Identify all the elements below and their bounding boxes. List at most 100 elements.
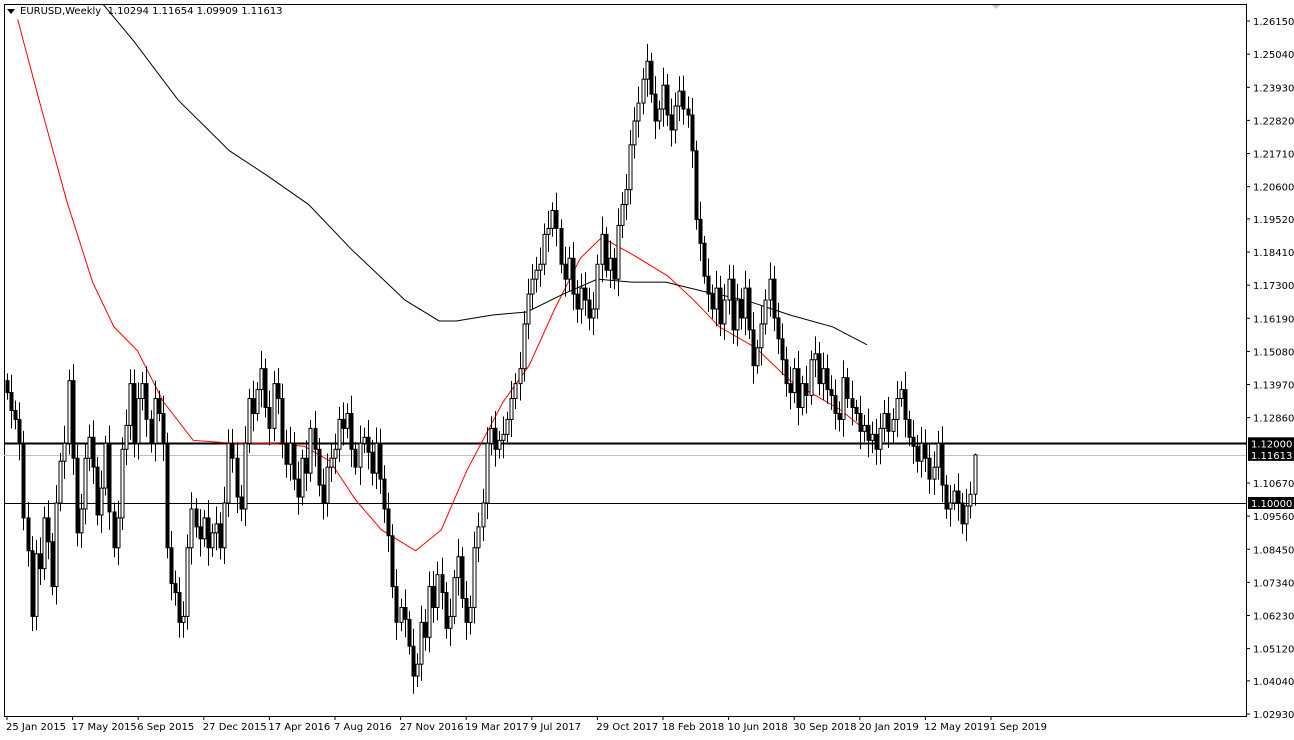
candle-bull — [358, 442, 363, 468]
candle-bear — [239, 496, 244, 510]
candle-bull — [337, 418, 342, 450]
candle-bull — [120, 448, 125, 519]
candle-bear — [50, 541, 55, 588]
candle-bear — [583, 287, 588, 301]
y-tick-label: 1.02930 — [1253, 710, 1294, 721]
candle-bull — [530, 278, 535, 295]
y-tick-label: 1.21710 — [1253, 150, 1294, 161]
candle-bull — [862, 424, 867, 432]
candle-bull — [600, 233, 605, 265]
candle-bear — [653, 93, 658, 122]
candle-bear — [251, 398, 256, 414]
candle-bull — [103, 442, 108, 489]
candle-bear — [206, 517, 211, 549]
candle-bear — [292, 442, 297, 480]
candle-bear — [161, 412, 166, 444]
candle-bear — [554, 210, 559, 229]
candle-bull — [42, 517, 47, 570]
candle-bull — [673, 105, 678, 131]
scroll-marker-icon — [992, 5, 1000, 9]
price-label-box — [1248, 496, 1294, 509]
candle-bear — [112, 511, 117, 549]
y-tick-label: 1.09560 — [1253, 512, 1294, 523]
candle-bear — [464, 598, 469, 623]
candle-bull — [841, 377, 846, 420]
candle-bear — [665, 84, 670, 116]
candle-bear — [235, 457, 240, 498]
candle-bull — [595, 263, 600, 310]
ohlc-readout: 1.10294 1.11654 1.09909 1.11613 — [107, 6, 283, 17]
candle-bull — [308, 427, 313, 474]
candle-bear — [407, 618, 412, 647]
candle-bear — [784, 359, 789, 385]
candle-bear — [169, 547, 174, 585]
candle-bull — [288, 442, 293, 465]
candle-bull — [153, 398, 158, 444]
candle-bear — [866, 424, 871, 441]
candle-bull — [550, 210, 555, 229]
candle-bull — [964, 505, 969, 525]
candle-bull — [399, 606, 404, 623]
candle-bull — [616, 224, 621, 280]
candle-bull — [518, 368, 523, 385]
candle-bear — [313, 427, 318, 450]
candle-bull — [727, 278, 732, 301]
candle-bear — [390, 535, 395, 588]
chart-title: EURUSD,Weekly 1.10294 1.11654 1.09909 1.… — [20, 6, 283, 17]
candle-bull — [325, 466, 330, 504]
candle-bear — [604, 233, 609, 271]
candle-bull — [415, 663, 420, 677]
candle-bull — [435, 574, 440, 608]
y-tick-label: 1.07340 — [1253, 578, 1294, 589]
candle-bear — [9, 392, 14, 411]
y-tick-label: 1.17300 — [1253, 281, 1294, 292]
candle-bull — [485, 442, 490, 504]
candle-bear — [886, 412, 891, 432]
x-tick-label: 17 May 2015 — [72, 722, 137, 733]
x-tick-label: 6 Sep 2015 — [137, 722, 194, 733]
candle-bull — [809, 359, 814, 397]
candle-bear — [698, 218, 703, 244]
candle-bear — [444, 592, 449, 629]
candle-bear — [903, 389, 908, 420]
candle-bull — [226, 442, 231, 504]
candle-bull — [579, 287, 584, 310]
candle-bull — [202, 517, 207, 540]
candle-bear — [817, 353, 822, 385]
candle-bull — [657, 108, 662, 122]
chart-menu-arrow-icon[interactable] — [7, 9, 15, 14]
y-tick-label: 1.16190 — [1253, 314, 1294, 325]
candle-bull — [472, 547, 477, 608]
x-tick-label: 17 Apr 2016 — [268, 722, 330, 733]
candle-bull — [116, 517, 121, 549]
y-tick-label: 1.06230 — [1253, 612, 1294, 623]
candle-bear — [780, 338, 785, 361]
price-label: 1.10000 — [1251, 499, 1292, 510]
candle-bear — [75, 457, 80, 534]
y-tick-label: 1.18410 — [1253, 248, 1294, 259]
candle-bull — [882, 412, 887, 429]
candle-bull — [214, 523, 219, 534]
candle-bear — [341, 418, 346, 429]
candle-bull — [222, 502, 227, 549]
candle-bull — [476, 526, 481, 549]
candle-bull — [509, 398, 514, 420]
candle-bull — [714, 287, 719, 310]
candle-bear — [304, 457, 309, 474]
candle-bear — [17, 418, 22, 444]
candle-bull — [272, 383, 277, 429]
candle-bull — [427, 586, 432, 638]
candle-bull — [677, 90, 682, 107]
candle-bear — [669, 114, 674, 131]
candle-bull — [821, 368, 826, 385]
candle-bull — [374, 442, 379, 474]
x-tick-label: 19 Mar 2017 — [465, 722, 528, 733]
candle-bear — [177, 592, 182, 623]
candle-bear — [706, 275, 711, 295]
candle-bull — [83, 457, 88, 510]
candle-bear — [559, 227, 564, 265]
y-tick-label: 1.15080 — [1253, 347, 1294, 358]
candle-bear — [165, 442, 170, 549]
candle-bear — [198, 526, 203, 540]
